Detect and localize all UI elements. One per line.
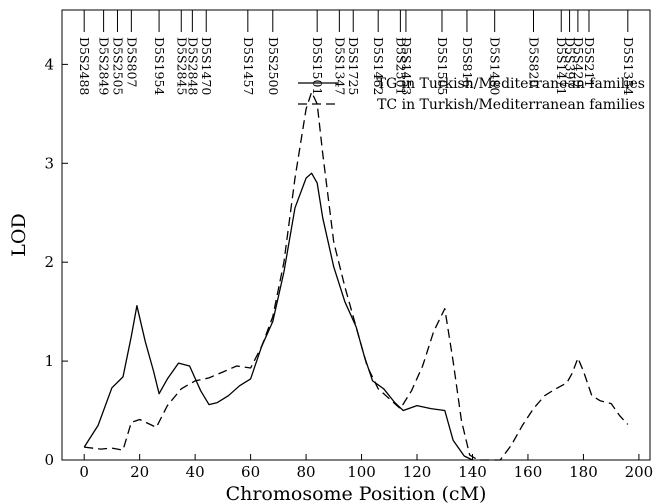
- x-tick-label: 80: [297, 463, 316, 481]
- x-axis-label: Chromosome Position (cM): [226, 483, 487, 504]
- marker-label: D5S1457: [241, 37, 256, 95]
- marker-label: D5S1453: [399, 37, 414, 95]
- y-tick-label: 3: [44, 154, 54, 172]
- marker-label: D5S1354: [621, 37, 636, 95]
- x-tick-label: 160: [514, 463, 543, 481]
- y-tick-label: 4: [44, 55, 54, 73]
- marker-label: D5S820: [527, 37, 542, 87]
- x-tick-label: 40: [186, 463, 205, 481]
- y-tick-label: 1: [44, 352, 54, 370]
- marker-label: D5S807: [124, 37, 139, 87]
- x-tick-label: 100: [347, 463, 376, 481]
- x-tick-label: 200: [625, 463, 654, 481]
- marker-label: D5S2845: [174, 37, 189, 95]
- marker-label: D5S2849: [97, 37, 112, 95]
- marker-label: D5S2488: [77, 37, 92, 95]
- marker-label: D5S1347: [332, 37, 347, 95]
- marker-label: D5S1954: [152, 37, 167, 95]
- marker-label: D5S1470: [199, 37, 214, 95]
- marker-label: D5S816: [460, 37, 475, 87]
- marker-label: D5S2500: [266, 37, 281, 95]
- marker-label: D5S1462: [371, 37, 386, 95]
- legend: TG in Turkish/Mediterranean families TC …: [298, 76, 645, 113]
- marker-label: D5S429: [571, 37, 586, 87]
- legend-label-tc: TC in Turkish/Mediterranean families: [377, 97, 645, 113]
- legend-label-tg: TG in Turkish/Mediterranean families: [377, 76, 645, 92]
- x-tick-label: 60: [241, 463, 260, 481]
- marker-label: D5S211: [582, 37, 597, 87]
- marker-label: D5S2501: [393, 37, 408, 95]
- series-line-tg: [83, 172, 473, 461]
- marker-label: D5S1725: [346, 37, 361, 95]
- tick-layer: 0 20 40 60 80 100 120 140 160 180 200 0 1 2 3 4: [44, 55, 653, 481]
- marker-label: D5S1471: [554, 37, 569, 95]
- marker-label: D5S397: [563, 37, 578, 87]
- x-tick-label: 120: [403, 463, 432, 481]
- x-tick-label: 0: [79, 463, 89, 481]
- y-axis-label: LOD: [8, 213, 30, 256]
- x-tick-label: 140: [458, 463, 487, 481]
- x-tick-label: 180: [569, 463, 598, 481]
- x-tick-label: 20: [130, 463, 149, 481]
- plot-frame: [61, 9, 651, 461]
- marker-label: D5S1501: [310, 37, 325, 95]
- series-line-tc: [84, 91, 629, 461]
- series-layer: [83, 91, 629, 461]
- y-tick-label: 0: [44, 451, 54, 469]
- marker-label: D5S2505: [110, 37, 125, 95]
- marker-label: D5S1480: [488, 37, 503, 95]
- marker-label: D5S2848: [185, 37, 200, 95]
- marker-label: D5S1505: [435, 37, 450, 95]
- y-tick-label: 2: [44, 253, 54, 271]
